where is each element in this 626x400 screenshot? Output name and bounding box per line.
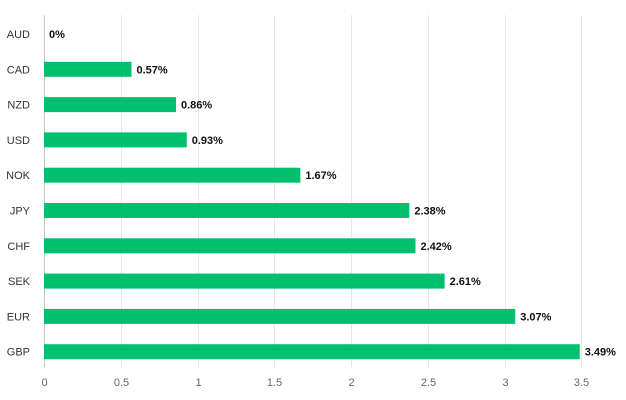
bar-nzd bbox=[44, 97, 177, 113]
x-tick-label: 2.5 bbox=[421, 377, 436, 389]
category-label: EUR bbox=[7, 311, 30, 323]
bar-gbp bbox=[44, 344, 580, 360]
bar-cad bbox=[44, 61, 132, 77]
bar-chf bbox=[44, 238, 416, 254]
category-label: JPY bbox=[10, 206, 31, 218]
category-label: AUD bbox=[7, 29, 30, 41]
category-label: SEK bbox=[8, 276, 31, 288]
x-tick-label: 2 bbox=[348, 377, 354, 389]
data-label: 2.42% bbox=[420, 241, 451, 253]
data-label: 0% bbox=[49, 29, 65, 41]
bar-eur bbox=[44, 308, 516, 324]
x-tick-label: 0.5 bbox=[114, 377, 129, 389]
x-tick-label: 3 bbox=[502, 377, 508, 389]
x-tick-label: 3.5 bbox=[574, 377, 589, 389]
data-labels: 0% 0.57% 0.86% 0.93% 1.67% 2.38% 2.42% 2.61% 3.0… bbox=[49, 29, 616, 359]
category-label: USD bbox=[7, 135, 30, 147]
x-tick-label: 1 bbox=[195, 377, 201, 389]
data-label: 0.57% bbox=[136, 64, 167, 76]
data-label: 1.67% bbox=[305, 170, 336, 182]
bar-usd bbox=[44, 132, 187, 148]
data-label: 3.49% bbox=[585, 347, 616, 359]
bar-nok bbox=[44, 167, 301, 183]
bar-jpy bbox=[44, 203, 410, 218]
x-tick-label: 1.5 bbox=[267, 377, 282, 389]
category-label: NOK bbox=[6, 170, 31, 182]
data-label: 2.38% bbox=[414, 206, 445, 218]
data-label: 0.86% bbox=[181, 100, 212, 112]
bar-sek bbox=[44, 273, 445, 289]
data-label: 2.61% bbox=[450, 276, 481, 288]
bars bbox=[44, 61, 580, 360]
category-label: CAD bbox=[7, 64, 30, 76]
category-label: NZD bbox=[7, 100, 30, 112]
data-label: 0.93% bbox=[192, 135, 223, 147]
x-axis-tick-labels: 0 0.5 1 1.5 2 2.5 3 3.5 bbox=[41, 377, 589, 389]
category-labels: AUD CAD NZD USD NOK JPY CHF SEK EUR GBP bbox=[6, 29, 31, 359]
x-tick-label: 0 bbox=[41, 377, 47, 389]
data-label: 3.07% bbox=[520, 311, 551, 323]
category-label: GBP bbox=[7, 347, 30, 359]
category-label: CHF bbox=[7, 241, 30, 253]
